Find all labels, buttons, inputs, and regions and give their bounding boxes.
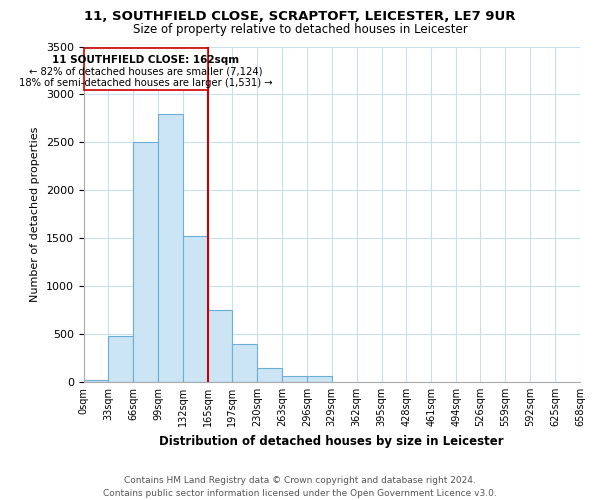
Text: 11 SOUTHFIELD CLOSE: 162sqm: 11 SOUTHFIELD CLOSE: 162sqm xyxy=(52,54,239,64)
Text: Contains HM Land Registry data © Crown copyright and database right 2024.
Contai: Contains HM Land Registry data © Crown c… xyxy=(103,476,497,498)
Text: 11, SOUTHFIELD CLOSE, SCRAPTOFT, LEICESTER, LE7 9UR: 11, SOUTHFIELD CLOSE, SCRAPTOFT, LEICEST… xyxy=(84,10,516,23)
Bar xyxy=(83,380,109,382)
Bar xyxy=(232,344,257,382)
Y-axis label: Number of detached properties: Number of detached properties xyxy=(30,126,40,302)
Text: Size of property relative to detached houses in Leicester: Size of property relative to detached ho… xyxy=(133,22,467,36)
Bar xyxy=(109,336,133,382)
Bar xyxy=(83,48,208,90)
X-axis label: Distribution of detached houses by size in Leicester: Distribution of detached houses by size … xyxy=(160,434,504,448)
Bar xyxy=(208,310,232,382)
Bar xyxy=(183,236,208,382)
Bar xyxy=(133,142,158,382)
Bar xyxy=(158,114,183,382)
Bar xyxy=(257,368,282,382)
Text: 18% of semi-detached houses are larger (1,531) →: 18% of semi-detached houses are larger (… xyxy=(19,78,272,88)
Bar xyxy=(282,376,307,382)
Bar xyxy=(307,376,332,382)
Text: ← 82% of detached houses are smaller (7,124): ← 82% of detached houses are smaller (7,… xyxy=(29,67,263,77)
